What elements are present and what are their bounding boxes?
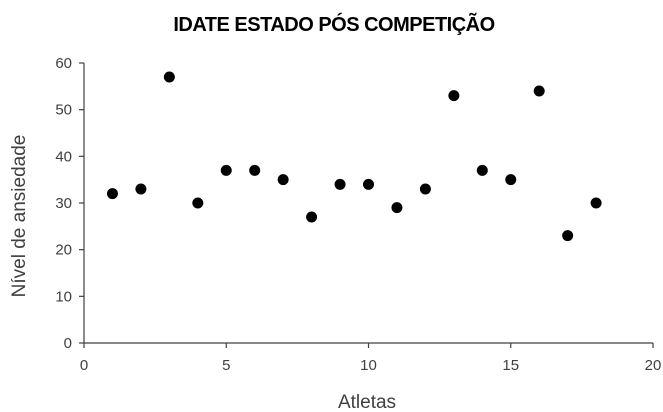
plot-area: 0 10 20 30 40 50 60 0 5 10 15 20	[55, 55, 661, 374]
data-point	[533, 85, 545, 97]
data-point	[419, 183, 431, 195]
data-point	[163, 71, 175, 83]
data-point	[249, 164, 261, 176]
y-tick-label: 60	[55, 55, 72, 72]
data-point	[334, 178, 346, 190]
data-point	[391, 202, 403, 214]
data-point	[476, 164, 488, 176]
x-tick-label: 15	[502, 357, 519, 374]
data-point	[277, 174, 289, 186]
x-axis-ticks: 0 5 10 15 20	[80, 343, 662, 374]
y-tick-label: 10	[55, 288, 72, 305]
data-point	[306, 211, 318, 223]
x-tick-label: 5	[222, 357, 230, 374]
data-point	[135, 183, 147, 195]
y-tick-label: 20	[55, 242, 72, 259]
y-tick-label: 0	[64, 335, 72, 352]
data-point	[448, 90, 460, 102]
data-points	[106, 71, 602, 242]
y-axis-ticks: 0 10 20 30 40 50 60	[55, 55, 84, 352]
x-tick-label: 20	[645, 357, 662, 374]
data-point	[505, 174, 517, 186]
data-point	[590, 197, 602, 209]
y-axis-label: Nível de ansiedade	[9, 135, 30, 298]
data-point	[220, 164, 232, 176]
x-tick-label: 10	[360, 357, 377, 374]
y-tick-label: 30	[55, 195, 72, 212]
x-tick-label: 0	[80, 357, 88, 374]
y-tick-label: 50	[55, 102, 72, 119]
y-tick-label: 40	[55, 148, 72, 165]
data-point	[192, 197, 204, 209]
data-point	[363, 178, 374, 190]
data-point	[106, 188, 118, 200]
x-axis-label: Atletas	[338, 392, 396, 412]
data-point	[562, 230, 574, 242]
chart-title: IDATE ESTADO PÓS COMPETIÇÃO	[173, 12, 494, 36]
